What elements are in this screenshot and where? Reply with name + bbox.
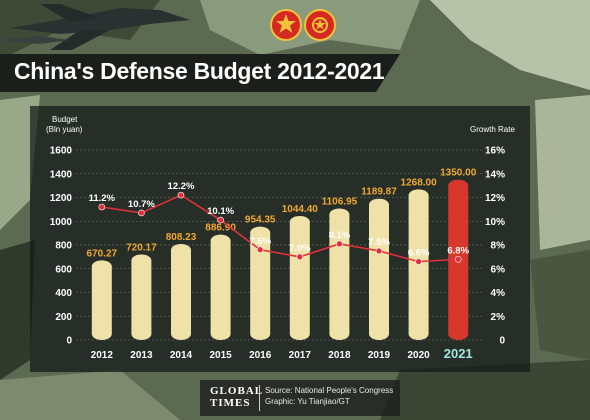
growth-rate-label: 12.2% [168,181,195,192]
growth-rate-point [98,203,106,211]
y-tick-label: 600 [55,264,72,275]
growth-rate-label: 7.5% [368,237,390,248]
x-tick-label: 2014 [170,350,193,361]
y-tick-label-right: 0 [499,336,505,347]
y-tick-label: 800 [55,241,72,252]
growth-rate-label: 6.8% [447,245,469,256]
growth-rate-point [138,209,145,217]
growth-rate-point [296,253,304,261]
x-tick-label: 2020 [407,350,430,361]
bar-value-label: 1350.00 [440,168,477,179]
growth-rate-label: 8.1% [329,230,351,241]
growth-rate-point [454,255,462,263]
footer-credit-box [200,380,400,416]
x-tick-label: 2016 [249,350,272,361]
growth-rate-label: 7.0% [289,243,311,254]
x-tick-label: 2017 [289,350,312,361]
growth-rate-point [336,240,343,248]
y-tick-label: 1600 [50,146,73,157]
bar [369,198,389,340]
source-text: Source: National People's Congress [265,386,394,395]
y-tick-label-right: 8% [491,241,506,252]
y-tick-label: 1200 [50,193,73,204]
x-tick-label: 2015 [209,350,232,361]
growth-rate-label: 11.2% [89,193,116,204]
bar-value-label: 886.90 [205,223,236,234]
y-tick-label: 400 [55,288,72,299]
y-axis-label-budget: Budget [52,115,78,124]
y-tick-label-right: 12% [485,193,505,204]
bar [131,254,152,340]
footer-source: Source: National People's Congress Graph… [265,385,393,407]
y-tick-label-right: 6% [491,264,506,275]
growth-rate-label: 6.6% [408,248,430,259]
growth-rate-label: 10.1% [207,206,234,217]
x-tick-label: 2018 [328,350,351,361]
x-tick-label: 2019 [368,350,391,361]
y-axis-label-unit: (Bln yuan) [46,125,83,134]
footer-divider [259,385,260,411]
y-tick-label: 200 [55,312,72,323]
logo-line-1: GLOBAL [210,385,264,397]
chart-panel [30,106,530,372]
y-tick-label: 1000 [50,217,73,228]
bar [210,234,231,340]
y-tick-label-right: 14% [485,169,505,180]
global-times-logo: GLOBAL TIMES [210,385,263,409]
growth-rate-line [101,194,459,263]
title-banner [0,54,400,92]
bar-value-label: 808.23 [166,232,197,243]
growth-rate-label: 10.7% [128,199,155,210]
bar [289,215,310,340]
y-tick-label-right: 10% [485,217,505,228]
bar-value-label: 1189.87 [361,187,397,198]
bar-value-label: 1268.00 [401,177,438,188]
logo-line-2: TIMES [210,397,251,409]
bar-value-label: 954.35 [245,215,276,226]
growth-rate-point [217,216,224,224]
bar-value-label: 670.27 [87,248,118,259]
y-tick-label-right: 2% [491,312,506,323]
growth-rate-point [177,191,185,199]
graphic-credit-text: Graphic: Yu Tianjiao/GT [265,397,350,406]
growth-rate-point [415,258,422,265]
x-tick-label: 2013 [130,350,153,361]
fighter-jet-icon [0,4,190,50]
growth-rate-point [256,246,264,254]
y-axis-label-growth-rate: Growth Rate [470,125,515,134]
y-tick-label-right: 16% [485,146,505,157]
national-emblems-icon [270,9,336,41]
y-tick-label-right: 4% [491,288,506,299]
y-tick-label: 0 [66,336,72,347]
bar-value-label: 1044.40 [282,204,319,215]
bar-value-label: 1106.95 [322,197,358,208]
x-tick-label: 2021 [444,346,473,361]
x-tick-label: 2012 [91,350,114,361]
growth-rate-point [375,247,383,255]
y-tick-label: 1400 [50,169,73,180]
bar-value-label: 720.17 [126,242,157,253]
chart-title: China's Defense Budget 2012-2021 [14,58,385,84]
bar [250,226,271,340]
bar [171,244,191,340]
growth-rate-label: 7.6% [249,236,271,247]
bar [91,260,112,340]
bar [329,208,350,340]
